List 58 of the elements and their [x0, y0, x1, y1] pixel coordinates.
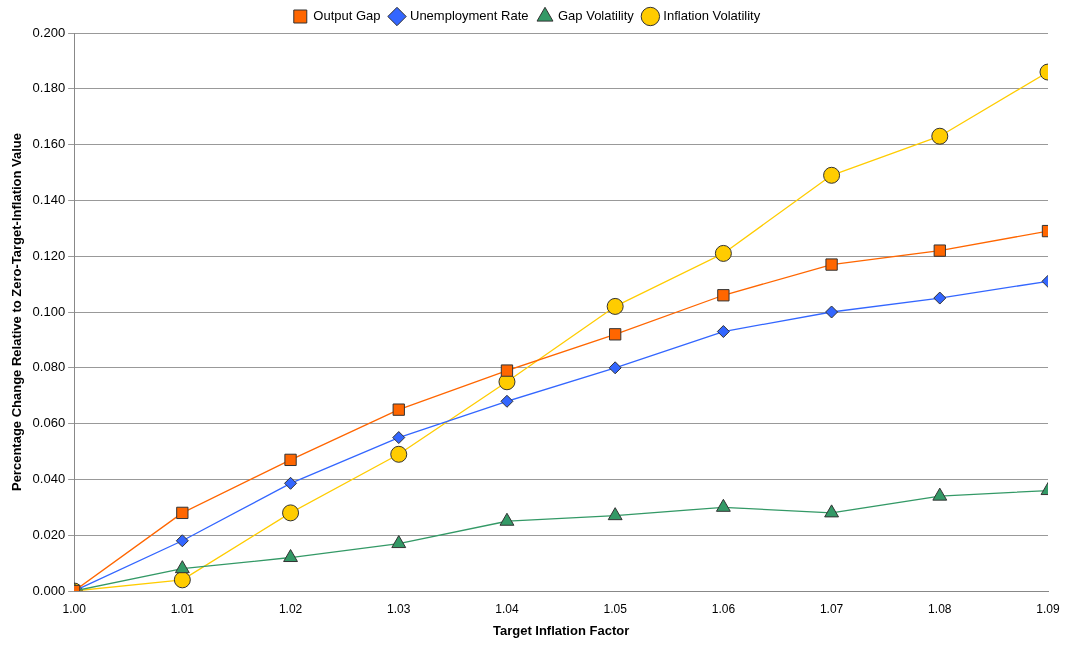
- point: [173, 571, 191, 589]
- legend-label: Output Gap: [313, 8, 381, 24]
- point: [282, 504, 300, 522]
- point: [392, 431, 406, 445]
- x-tick-label: 1.07: [819, 601, 844, 616]
- x-tick-label: 1.03: [387, 601, 411, 616]
- point: [608, 361, 622, 375]
- point: [500, 364, 514, 377]
- point: [714, 244, 732, 262]
- point: [825, 305, 839, 319]
- legend-label: Inflation Volatility: [663, 8, 761, 24]
- point: [283, 549, 298, 563]
- point: [175, 534, 189, 548]
- point: [717, 289, 730, 302]
- point: [174, 560, 190, 574]
- point: [499, 512, 515, 526]
- point: [392, 403, 405, 416]
- point: [931, 127, 949, 145]
- y-tick-label: 0.200: [32, 24, 66, 40]
- x-tick-label: 1.08: [928, 601, 952, 616]
- point: [933, 244, 946, 257]
- point: [606, 297, 624, 315]
- x-tick-label: 1.01: [170, 601, 195, 616]
- x-axis-title: Target Inflation Factor: [492, 622, 630, 638]
- point: [500, 394, 514, 408]
- point: [609, 328, 622, 341]
- y-tick-label: 0.100: [32, 303, 66, 319]
- y-axis-title: Percentage Change Relative to Zero-Target-Inflation Value: [9, 132, 25, 492]
- y-tick-label: 0.160: [32, 136, 66, 152]
- point: [716, 325, 730, 339]
- y-tick-label: 0.060: [32, 415, 66, 431]
- x-tick-label: 1.04: [495, 601, 519, 616]
- point: [823, 166, 841, 184]
- y-tick-label: 0.120: [32, 247, 66, 263]
- point: [933, 291, 947, 305]
- x-tick-label: 1.05: [603, 601, 628, 616]
- legend-label: Gap Volatility: [558, 8, 635, 24]
- point: [176, 506, 189, 520]
- point: [284, 453, 297, 467]
- x-tick-label: 1.02: [278, 601, 303, 616]
- point: [391, 535, 407, 549]
- x-tick-label: 1.06: [711, 601, 736, 616]
- y-tick-label: 0.020: [32, 526, 66, 542]
- point: [825, 258, 838, 271]
- y-tick-label: 0.080: [32, 359, 66, 375]
- point: [607, 507, 623, 521]
- point: [284, 476, 298, 490]
- y-tick-label: 0.040: [32, 470, 66, 486]
- point: [932, 487, 948, 501]
- point: [715, 498, 731, 512]
- x-tick-label: 1.00: [62, 601, 87, 616]
- point: [824, 504, 840, 518]
- y-tick-label: 0.140: [32, 191, 66, 207]
- y-tick-label: 0.180: [32, 80, 66, 96]
- point: [390, 445, 408, 463]
- legend-label: Unemployment Rate: [410, 8, 529, 24]
- y-tick-label: 0.000: [32, 582, 66, 598]
- x-tick-label: 1.09: [1036, 601, 1060, 616]
